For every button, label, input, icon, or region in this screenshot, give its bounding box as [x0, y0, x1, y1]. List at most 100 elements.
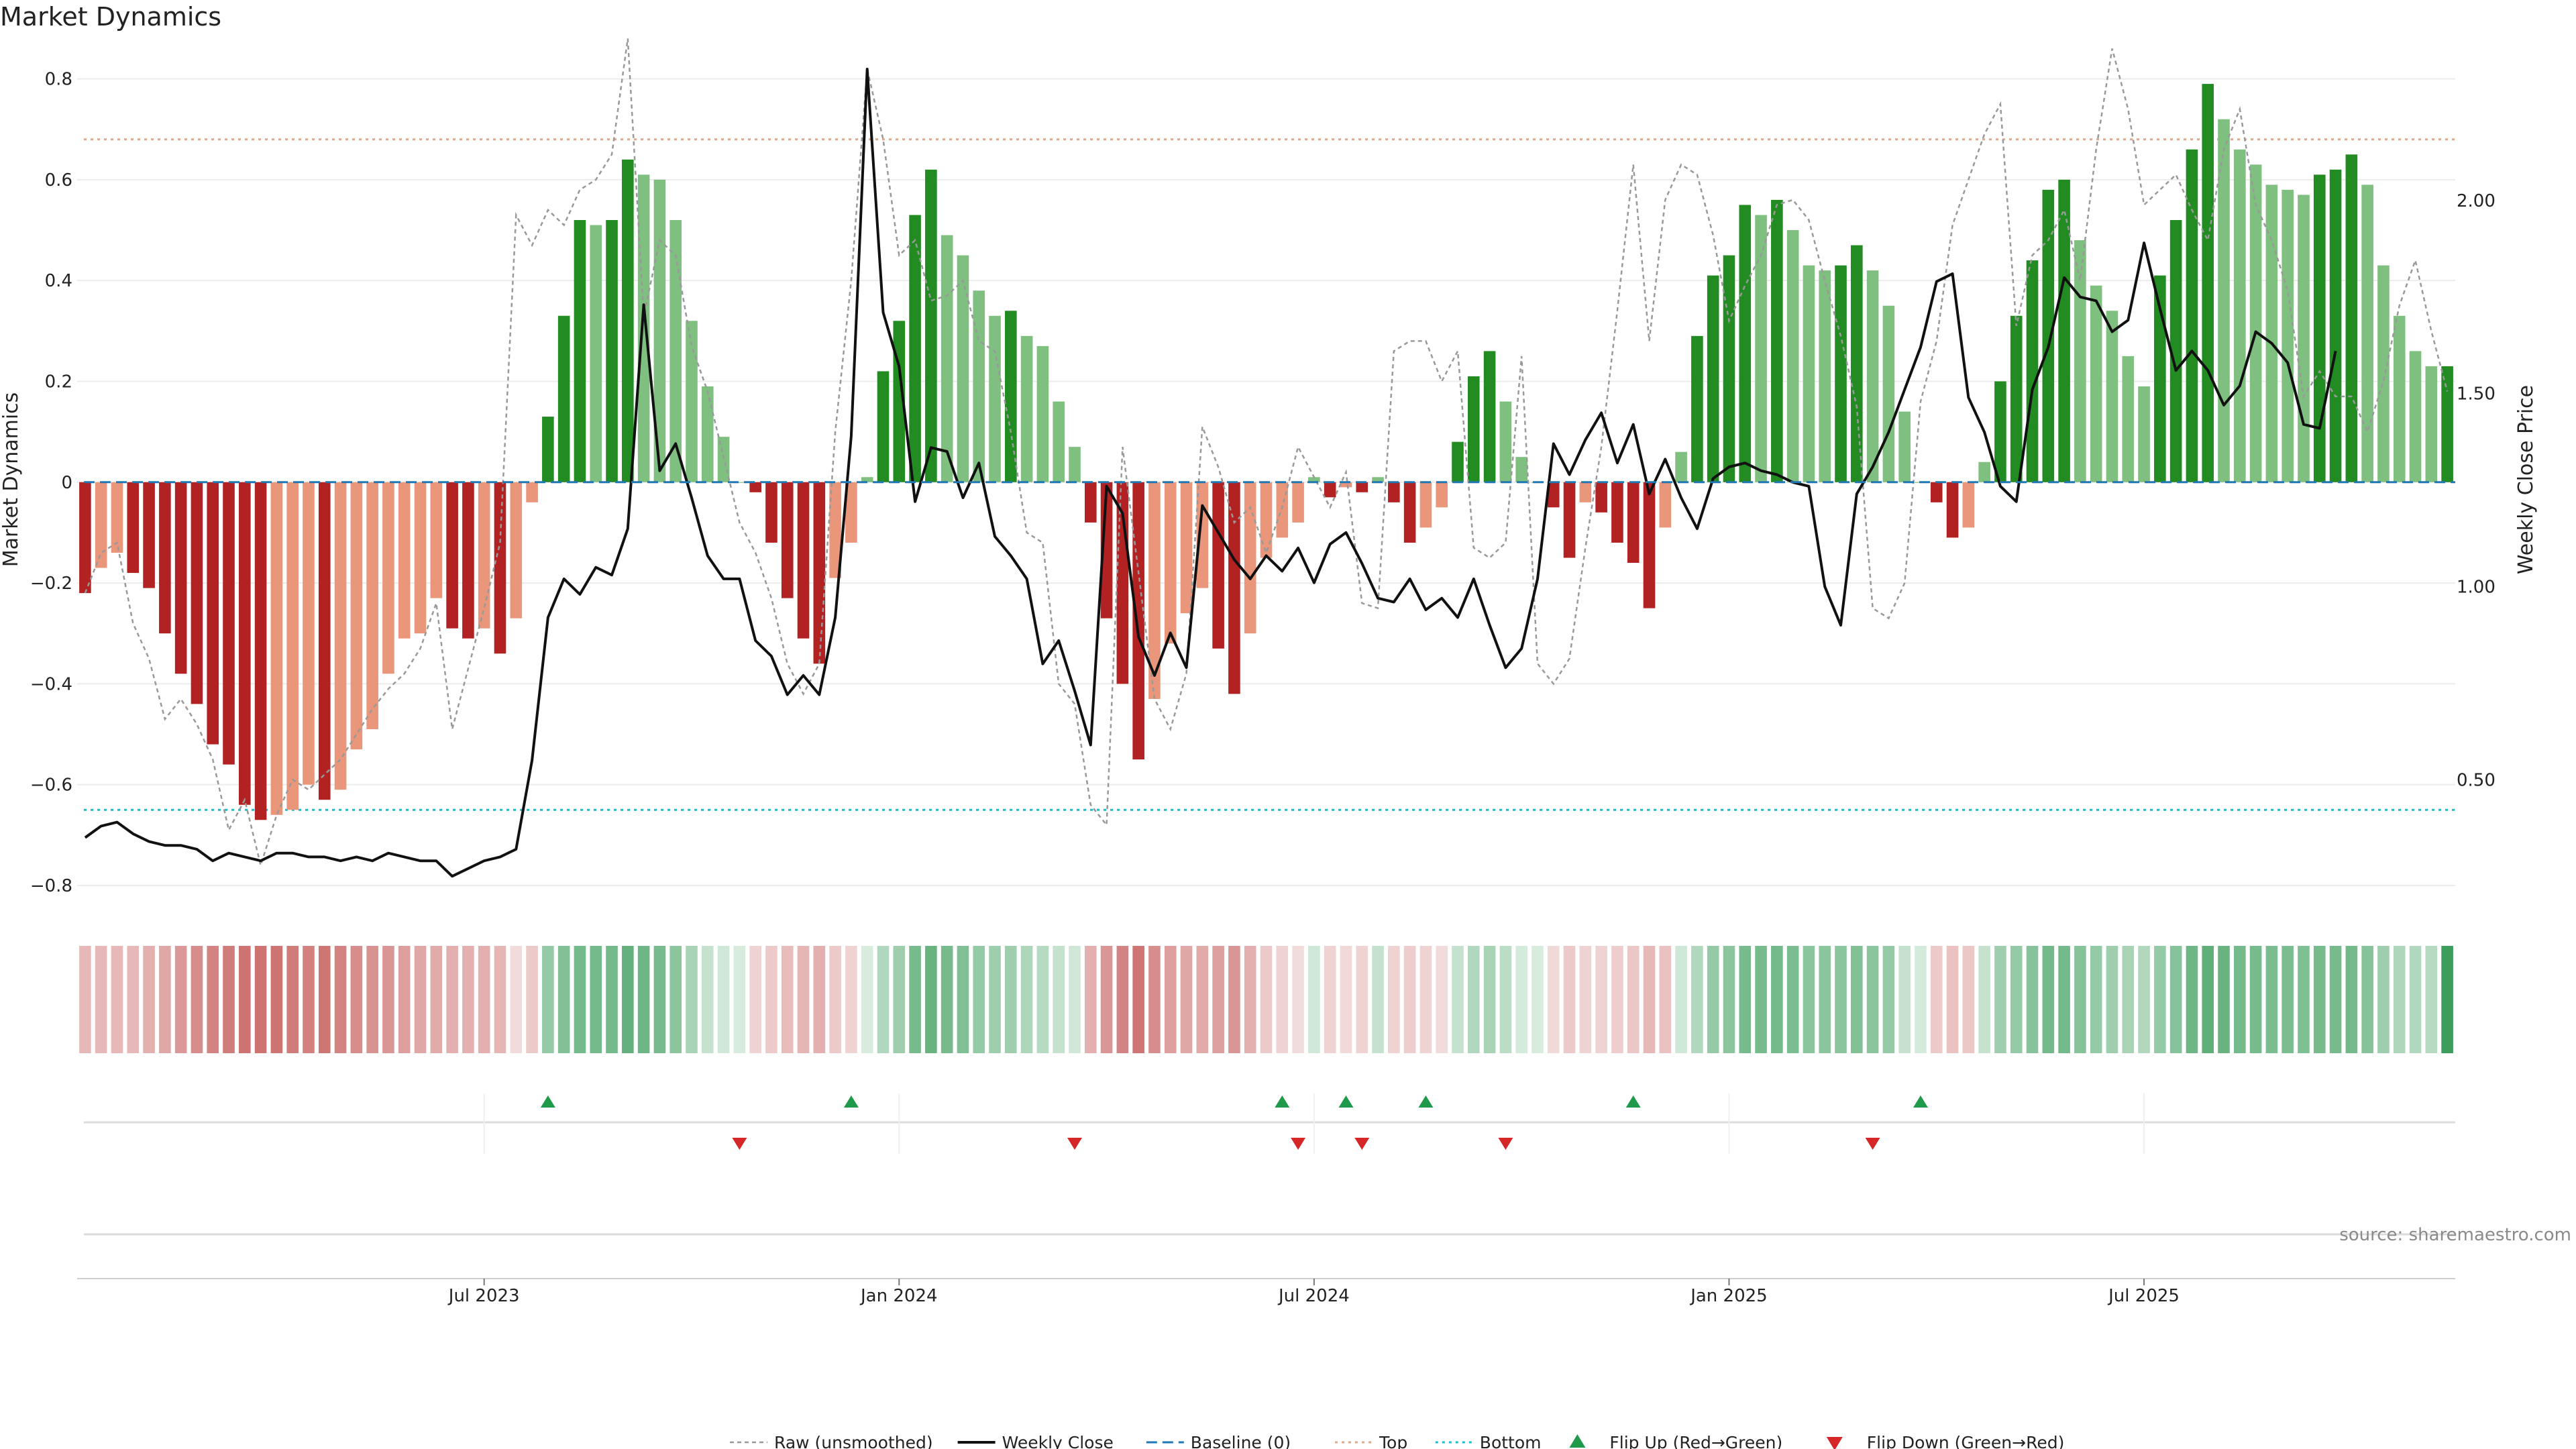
- intensity-cell: [2265, 946, 2278, 1053]
- flip-up-marker: [1418, 1095, 1434, 1108]
- dynamics-bar: [1276, 482, 1289, 538]
- dynamics-bar: [1324, 482, 1336, 498]
- intensity-cell: [1292, 946, 1304, 1053]
- dynamics-bar: [877, 371, 890, 482]
- intensity-cell: [765, 946, 777, 1053]
- y-tick-left: −0.6: [30, 775, 72, 796]
- intensity-cell: [2409, 946, 2422, 1053]
- dynamics-bar: [1228, 482, 1240, 694]
- dynamics-bar: [2169, 219, 2182, 482]
- intensity-cell: [2090, 946, 2102, 1053]
- y-axis-label-right: Weekly Close Price: [2514, 385, 2538, 574]
- dynamics-bar: [2202, 84, 2214, 482]
- flip-markers: [84, 1093, 2455, 1236]
- flip-up-marker: [540, 1095, 555, 1108]
- intensity-cell: [2186, 946, 2198, 1053]
- y-tick-left: −0.2: [30, 574, 72, 594]
- dynamics-bar: [494, 482, 506, 654]
- intensity-cell: [909, 946, 921, 1053]
- intensity-cell: [1084, 946, 1097, 1053]
- intensity-cell: [1786, 946, 1799, 1053]
- intensity-cell: [1675, 946, 1687, 1053]
- legend: Raw (unsmoothed) Weekly Close Baseline (0)…: [730, 1433, 2064, 1449]
- intensity-cell: [111, 946, 123, 1053]
- intensity-cell: [303, 946, 315, 1053]
- dynamics-bar: [1723, 255, 1735, 482]
- dynamics-bar: [637, 174, 650, 482]
- intensity-cell: [1276, 946, 1289, 1053]
- source-credit: source: sharemaestro.com: [2339, 1225, 2571, 1245]
- dynamics-bar: [382, 482, 394, 674]
- intensity-cell: [2234, 946, 2246, 1053]
- dynamics-bar: [1786, 230, 1799, 482]
- dynamics-bar: [1515, 457, 1527, 482]
- intensity-cell: [1946, 946, 1959, 1053]
- dynamics-bar: [717, 437, 730, 482]
- dynamics-bar: [2441, 366, 2453, 482]
- intensity-cell: [1005, 946, 1017, 1053]
- x-tick-label: Jul 2025: [2107, 1286, 2180, 1306]
- intensity-cell: [1499, 946, 1512, 1053]
- y-tick-left: 0.6: [45, 170, 72, 191]
- intensity-cell: [510, 946, 523, 1053]
- legend-label-flip_up: Flip Up (Red→Green): [1609, 1433, 1782, 1449]
- intensity-cell: [1627, 946, 1640, 1053]
- dynamics-bar: [845, 482, 857, 543]
- intensity-cell: [2329, 946, 2342, 1053]
- intensity-cell: [1723, 946, 1735, 1053]
- dynamics-bar: [1356, 482, 1368, 492]
- dynamics-bar: [95, 482, 107, 568]
- dynamics-bar: [1308, 477, 1320, 482]
- dynamics-bar: [1755, 215, 1767, 482]
- x-tick-label: Jan 2024: [859, 1286, 938, 1306]
- intensity-cell: [749, 946, 761, 1053]
- intensity-cell: [701, 946, 714, 1053]
- intensity-cell: [1483, 946, 1496, 1053]
- y-tick-left: 0: [61, 473, 72, 493]
- dynamics-bar: [1962, 482, 1975, 528]
- intensity-cell: [1659, 946, 1672, 1053]
- dynamics-bar: [957, 255, 969, 482]
- intensity-cell: [1515, 946, 1527, 1053]
- intensity-cell: [2393, 946, 2406, 1053]
- dynamics-bar: [1579, 482, 1592, 502]
- intensity-cell: [207, 946, 219, 1053]
- intensity-cell: [318, 946, 331, 1053]
- intensity-cell: [637, 946, 650, 1053]
- intensity-cell: [557, 946, 570, 1053]
- y-tick-left: 0.4: [45, 271, 72, 291]
- intensity-cell: [2282, 946, 2294, 1053]
- intensity-cell: [159, 946, 171, 1053]
- intensity-cell: [2169, 946, 2182, 1053]
- dynamics-bar: [159, 482, 171, 634]
- intensity-cell: [2042, 946, 2055, 1053]
- intensity-cell: [2313, 946, 2326, 1053]
- dynamics-bar: [2249, 164, 2262, 482]
- flip-down-marker: [1865, 1138, 1880, 1150]
- dynamics-bar: [478, 482, 490, 629]
- dynamics-bar: [1930, 482, 1943, 502]
- intensity-cell: [1915, 946, 1927, 1053]
- legend-flip-down-swatch: [1826, 1437, 1843, 1449]
- intensity-cell: [1148, 946, 1161, 1053]
- intensity-cell: [845, 946, 857, 1053]
- dynamics-bar: [1866, 270, 1879, 482]
- dynamics-bar: [510, 482, 523, 619]
- intensity-cell: [1739, 946, 1752, 1053]
- dynamics-bar: [1898, 411, 1911, 482]
- intensity-cell: [1069, 946, 1081, 1053]
- intensity-cell: [2298, 946, 2310, 1053]
- dynamics-bar: [174, 482, 187, 674]
- intensity-cell: [686, 946, 698, 1053]
- dynamics-bar: [542, 417, 554, 482]
- intensity-cell: [2377, 946, 2390, 1053]
- dynamics-bar: [1212, 482, 1224, 649]
- intensity-cell: [1244, 946, 1256, 1053]
- dynamics-bar: [1819, 270, 1831, 482]
- dynamics-bar: [2282, 189, 2294, 482]
- intensity-cell: [350, 946, 363, 1053]
- dynamics-bar: [2265, 184, 2278, 482]
- intensity-strip: [79, 946, 2453, 1053]
- intensity-cell: [2138, 946, 2150, 1053]
